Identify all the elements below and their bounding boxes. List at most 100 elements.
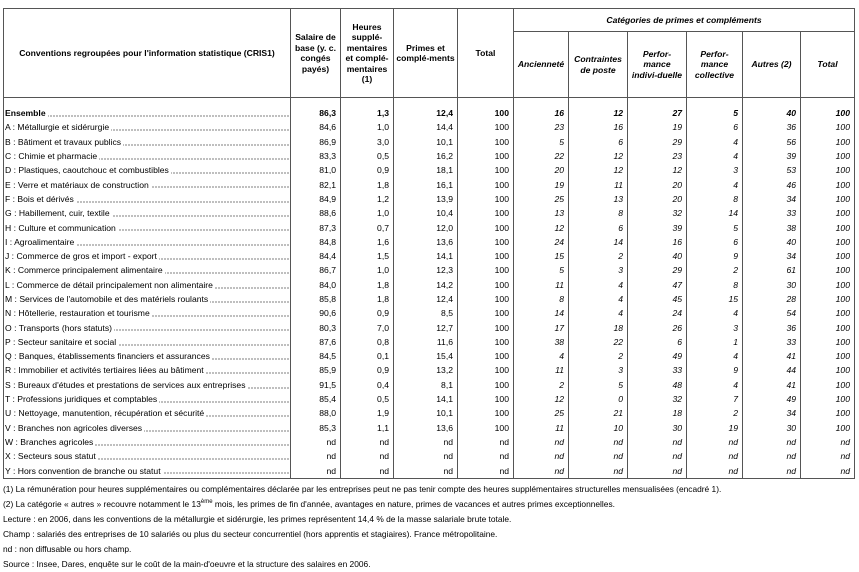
subheader-cell: Ancienneté xyxy=(513,31,569,98)
cell: nd xyxy=(290,449,341,464)
cell: 12 xyxy=(568,148,628,164)
cell: 82,1 xyxy=(290,177,341,192)
row-label-text: I : Agroalimentaire xyxy=(5,236,77,247)
cell: 48 xyxy=(627,377,687,392)
cell: 16,1 xyxy=(393,177,458,192)
table-row: U : Nettoyage, manutention, récupération… xyxy=(3,406,855,421)
cell: 11 xyxy=(513,277,569,292)
cell: 17 xyxy=(513,320,569,335)
cell: 0,8 xyxy=(340,334,394,350)
row-label-text: G : Habillement, cuir, textile xyxy=(5,208,112,219)
row-label-text: K : Commerce principalement alimentaire xyxy=(5,265,165,276)
cell: nd xyxy=(393,434,458,450)
cell: nd xyxy=(568,434,628,450)
cell: 7,0 xyxy=(340,320,394,335)
cell: 12,7 xyxy=(393,320,458,335)
cell: 14 xyxy=(568,234,628,249)
cell: 18 xyxy=(627,406,687,421)
cell: 2 xyxy=(568,248,628,264)
cell: 1,5 xyxy=(340,248,394,264)
row-label: A : Métallurgie et sidérurgie xyxy=(3,120,291,135)
cell: 2 xyxy=(568,349,628,364)
cell: 10,4 xyxy=(393,206,458,221)
cell: 91,5 xyxy=(290,377,341,392)
cell: 0,9 xyxy=(340,163,394,178)
cell: 32 xyxy=(627,391,687,407)
row-label-text: D : Plastiques, caoutchouc et combustibl… xyxy=(5,165,171,176)
cell: 22 xyxy=(513,148,569,164)
cell: 8,5 xyxy=(393,306,458,321)
cell: 1,8 xyxy=(340,291,394,307)
cell: 14 xyxy=(686,206,743,221)
cell: 33 xyxy=(627,363,687,378)
table-row: T : Professions juridiques et comptables… xyxy=(3,391,855,407)
cell: 1,8 xyxy=(340,177,394,192)
row-label: Y : Hors convention de branche ou statut xyxy=(3,463,291,479)
cell: 100 xyxy=(457,134,514,149)
cell: 100 xyxy=(800,177,855,192)
cell: 16 xyxy=(627,234,687,249)
cell: 5 xyxy=(686,220,743,235)
cell: 49 xyxy=(627,349,687,364)
cell: 20 xyxy=(627,191,687,207)
cell: 20 xyxy=(513,163,569,178)
cell: 10 xyxy=(568,420,628,435)
cell: 84,8 xyxy=(290,234,341,249)
cell: 12 xyxy=(568,97,628,121)
table-row: Ensemble 86,3 1,3 12,4 100 16 12 27 5 40 100 xyxy=(3,97,855,121)
cell: 100 xyxy=(457,320,514,335)
row-label: B : Bâtiment et travaux publics xyxy=(3,134,291,149)
cell: 100 xyxy=(457,206,514,221)
row-label-text: N : Hôtellerie, restauration et tourisme xyxy=(5,308,152,319)
cell: 11 xyxy=(513,363,569,378)
cell: 85,9 xyxy=(290,363,341,378)
cell: 12,3 xyxy=(393,263,458,278)
subheader-cell: Total xyxy=(800,31,855,98)
cell: 3 xyxy=(686,163,743,178)
cell: 12 xyxy=(513,220,569,235)
header-row: Conventions regroupées pour l'informatio… xyxy=(3,8,855,98)
cell: 0,5 xyxy=(340,391,394,407)
cell: 11,6 xyxy=(393,334,458,350)
cell: 87,3 xyxy=(290,220,341,235)
cell: 100 xyxy=(800,291,855,307)
cell: 25 xyxy=(513,191,569,207)
cell: 40 xyxy=(742,97,801,121)
cell: 39 xyxy=(627,220,687,235)
cell: 100 xyxy=(800,206,855,221)
cell: 84,4 xyxy=(290,248,341,264)
cell: 1 xyxy=(686,334,743,350)
cell: nd xyxy=(340,463,394,479)
cell: 100 xyxy=(457,177,514,192)
cell: 27 xyxy=(627,97,687,121)
table-row: Q : Banques, établissements financiers e… xyxy=(3,349,855,364)
cell: 12,4 xyxy=(393,291,458,307)
cell: 11 xyxy=(568,177,628,192)
cell: 19 xyxy=(513,177,569,192)
cell: 100 xyxy=(800,234,855,249)
cell: nd xyxy=(627,463,687,479)
cell: nd xyxy=(742,463,801,479)
cell: nd xyxy=(457,434,514,450)
cell: nd xyxy=(800,463,855,479)
cell: 100 xyxy=(800,97,855,121)
cell: 11 xyxy=(513,420,569,435)
cell: 90,6 xyxy=(290,306,341,321)
cell: 0,9 xyxy=(340,306,394,321)
cell: 1,1 xyxy=(340,420,394,435)
cell: 30 xyxy=(742,277,801,292)
table-row: F : Bois et dérivés 84,9 1,2 13,9 100 25 13 20 8… xyxy=(3,191,855,207)
cell: 100 xyxy=(457,406,514,421)
row-label: S : Bureaux d'études et prestations de s… xyxy=(3,377,291,392)
cell: 12,0 xyxy=(393,220,458,235)
cell: 8 xyxy=(686,191,743,207)
cell: 30 xyxy=(627,420,687,435)
cell: nd xyxy=(340,434,394,450)
table: Conventions regroupées pour l'informatio… xyxy=(3,8,855,479)
cell: 100 xyxy=(800,406,855,421)
cell: 84,9 xyxy=(290,191,341,207)
cell: 85,3 xyxy=(290,420,341,435)
cell: 61 xyxy=(742,263,801,278)
cell: nd xyxy=(800,449,855,464)
cell: 2 xyxy=(686,406,743,421)
